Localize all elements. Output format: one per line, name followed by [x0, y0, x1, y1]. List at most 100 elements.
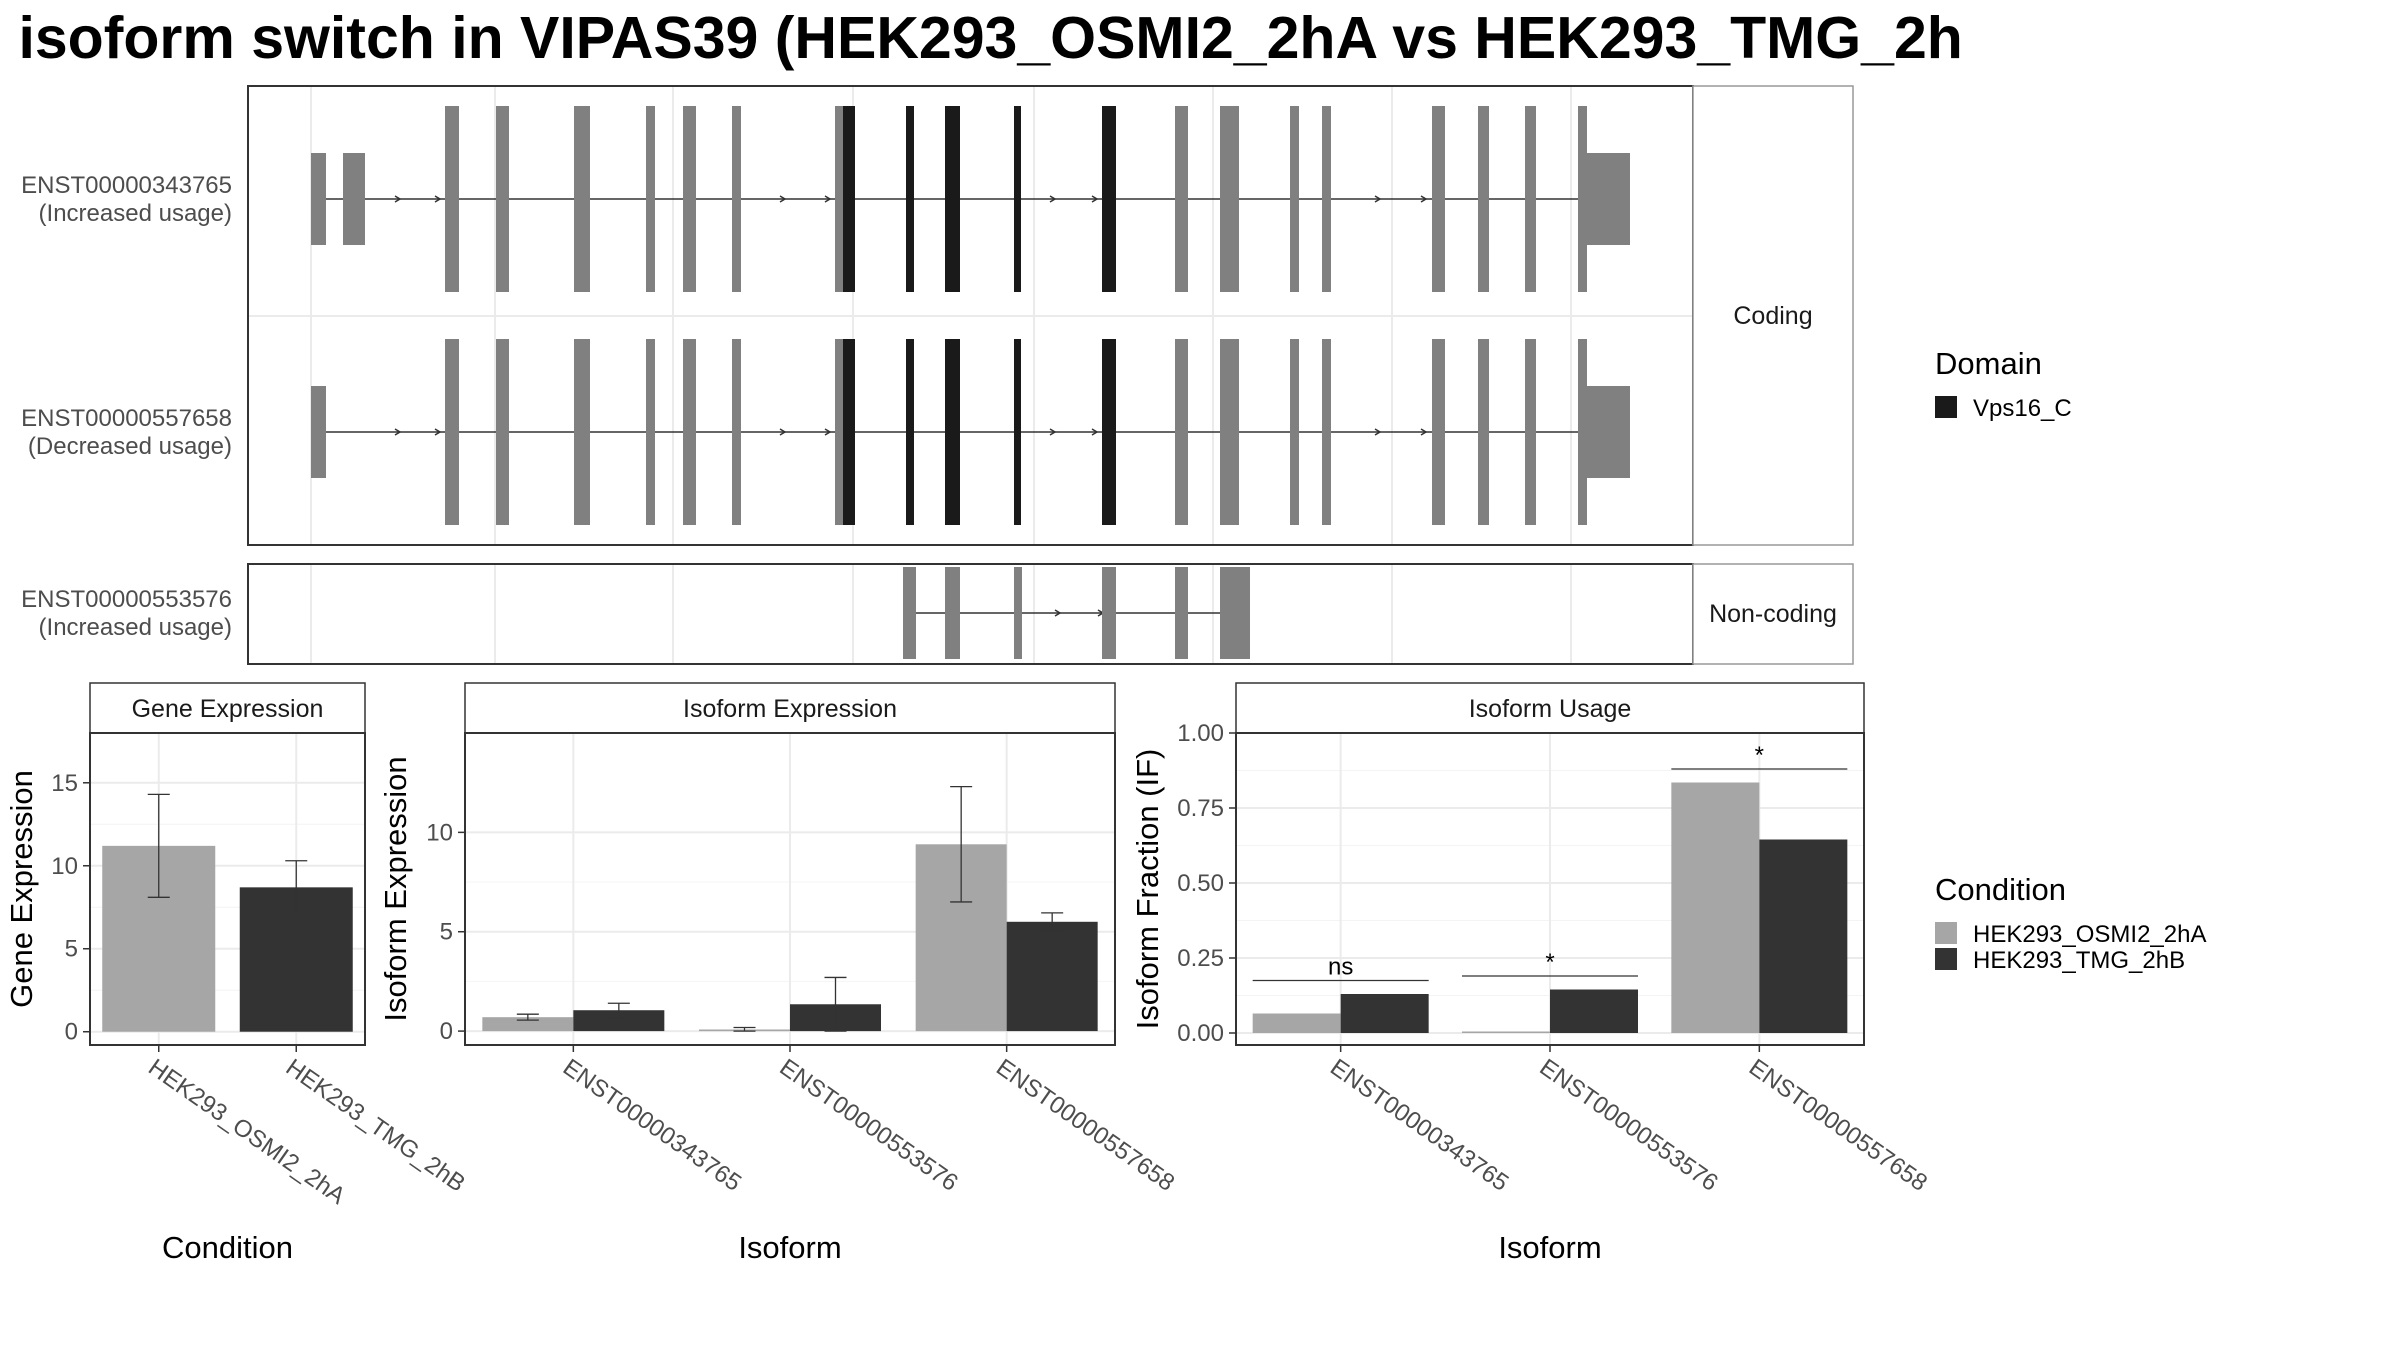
- domain-exon: [1014, 106, 1021, 292]
- y-tick-label: 15: [51, 770, 78, 797]
- y-tick-label: 5: [440, 919, 453, 946]
- exon: [1175, 567, 1188, 659]
- exon: [646, 106, 655, 292]
- panel-strip: [89, 682, 366, 734]
- exon: [1175, 339, 1188, 525]
- domain-exon: [945, 339, 960, 525]
- strand-arrow: [1049, 195, 1057, 203]
- domain-exon: [1102, 106, 1116, 292]
- significance-label: *: [1755, 742, 1764, 769]
- isoform-usage-panel: Isoform Usage ns * * 0.00 0.25 0.50 0.75 1.00 ENS…: [1130, 682, 1932, 1265]
- exon: [574, 339, 590, 525]
- exon: [574, 106, 590, 292]
- chart-title: The isoform switch in VIPAS39 (HEK293_OS…: [0, 5, 1963, 71]
- domain-exon: [906, 106, 914, 292]
- strand-arrow: [779, 195, 787, 203]
- panel-strip: [1235, 682, 1865, 734]
- exon: [835, 339, 843, 525]
- exon: [1290, 339, 1299, 525]
- x-axis-title: Isoform: [1498, 1230, 1601, 1265]
- y-tick-label: 1.00: [1177, 720, 1224, 747]
- exon: [1322, 339, 1331, 525]
- strand-arrow: [1091, 195, 1099, 203]
- exon: [496, 106, 509, 292]
- exon: [1014, 567, 1022, 659]
- exon: [1322, 106, 1331, 292]
- domain-legend-swatch: [1935, 396, 1957, 418]
- exon: [1220, 567, 1250, 659]
- facet-label-coding: Coding: [1733, 302, 1812, 330]
- exon: [835, 106, 843, 292]
- transcript-ENST00000557658: [311, 339, 1630, 525]
- bar: [1340, 994, 1429, 1033]
- transcript-id-label: ENST00000553576: [21, 586, 232, 613]
- gene-structure-panel: CodingNon-codingENST00000343765(Increase…: [21, 85, 1854, 665]
- noncoding-panel-bg: [248, 564, 1693, 664]
- facet-strip-noncoding: [1692, 563, 1854, 665]
- strand-arrow: [434, 195, 442, 203]
- strand-arrow: [1091, 428, 1099, 436]
- exon: [1290, 106, 1299, 292]
- plot-border: [89, 732, 366, 1046]
- strand-arrow: [779, 428, 787, 436]
- exon: [311, 386, 326, 478]
- y-tick-label: 0.25: [1177, 945, 1224, 972]
- exon: [732, 339, 741, 525]
- exon: [1478, 339, 1489, 525]
- y-tick-label: 0.00: [1177, 1020, 1224, 1047]
- strand-arrow: [1420, 428, 1428, 436]
- utr-exon: [1578, 153, 1630, 245]
- exon: [1432, 106, 1445, 292]
- exon: [1525, 106, 1536, 292]
- domain-exon: [1014, 339, 1021, 525]
- panel-title: Isoform Expression: [683, 695, 897, 723]
- legends: Domain Vps16_C Condition HEK293_OSMI2_2hAHE…: [1935, 346, 2206, 974]
- transcript-ENST00000553576: [903, 567, 1250, 659]
- exon: [732, 106, 741, 292]
- y-tick-label: 0: [65, 1019, 78, 1046]
- transcript-id-label: ENST00000557658: [21, 405, 232, 432]
- bar: [1462, 1031, 1550, 1033]
- exon: [1432, 339, 1445, 525]
- x-tick-label: ENST00000343765: [558, 1054, 746, 1197]
- bar: [1252, 1013, 1341, 1033]
- bar: [1006, 921, 1098, 1032]
- domain-exon: [906, 339, 914, 525]
- y-tick-label: 10: [51, 853, 78, 880]
- exon: [903, 567, 916, 659]
- x-tick-label: ENST00000553576: [1535, 1054, 1723, 1197]
- exon: [1220, 106, 1239, 292]
- bar: [1671, 782, 1760, 1033]
- strand-arrow: [394, 195, 402, 203]
- exon: [683, 339, 696, 525]
- strand-arrow: [1420, 195, 1428, 203]
- condition-legend-label: HEK293_TMG_2hB: [1973, 947, 2185, 974]
- utr-exon: [1578, 386, 1630, 478]
- exon: [1478, 106, 1489, 292]
- transcript-ENST00000343765: [311, 106, 1630, 292]
- exon: [1102, 567, 1116, 659]
- domain-exon: [1102, 339, 1116, 525]
- bar: [482, 1017, 574, 1032]
- domain-exon: [843, 339, 855, 525]
- y-axis-title: Gene Expression: [4, 770, 39, 1008]
- y-tick-label: 0.50: [1177, 870, 1224, 897]
- strand-arrow: [1054, 609, 1062, 617]
- significance-label: ns: [1328, 954, 1353, 981]
- exon: [445, 106, 459, 292]
- y-tick-label: 0.75: [1177, 795, 1224, 822]
- strand-arrow: [434, 428, 442, 436]
- exon: [1220, 339, 1239, 525]
- transcript-usage-label: (Decreased usage): [28, 433, 232, 460]
- exon: [343, 153, 365, 245]
- panel-title: Isoform Usage: [1469, 695, 1632, 723]
- domain-exon: [945, 106, 960, 292]
- y-tick-label: 0: [440, 1018, 453, 1045]
- exon: [496, 339, 509, 525]
- condition-legend-label: HEK293_OSMI2_2hA: [1973, 921, 2206, 948]
- facet-strip-coding: [1692, 85, 1854, 546]
- exon: [646, 339, 655, 525]
- domain-legend-title: Domain: [1935, 346, 2042, 381]
- strand-arrow: [1374, 195, 1382, 203]
